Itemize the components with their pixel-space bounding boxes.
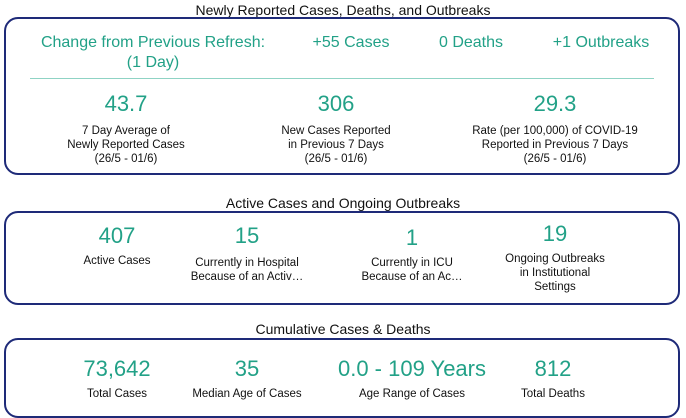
metric-label: Total Deaths [521,388,585,400]
metric-label-line1: 7 Day Average of [81,125,170,137]
metric-value: 407 [98,223,136,248]
metric-label-line3: (26/5 - 01/6) [304,153,368,165]
metric-value: 29.3 [533,91,577,116]
metric-label-line1: Currently in ICU [371,257,453,269]
metric-label-line3: Settings [534,281,576,293]
section-title-active: Active Cases and Ongoing Outbreaks [225,195,461,211]
metric-new-cases-7days: 306 New Cases Reported in Previous 7 Day… [246,91,426,166]
metric-rate-per-100k: 29.3 Rate (per 100,000) of COVID-19 Repo… [450,91,660,166]
metric-value: 0.0 - 109 Years [337,356,486,381]
metric-label-line2: Reported in Previous 7 Days [481,139,629,151]
metric-active-cases: 407 Active Cases [62,223,172,268]
metric-label-line1: Ongoing Outbreaks [505,253,605,265]
section-title-new-reported: Newly Reported Cases, Deaths, and Outbre… [195,2,491,18]
panel-cumulative: 73,642 Total Cases 35 Median Age of Case… [4,338,680,418]
metric-label-line1: New Cases Reported [281,125,391,137]
metric-label-line2: Newly Reported Cases [67,139,185,151]
metric-total-cases: 73,642 Total Cases [52,356,182,401]
change-cases: +55 Cases [312,34,390,51]
metric-label-line1: Active Cases [83,255,151,267]
metric-value: 812 [534,356,572,381]
metric-ongoing-outbreaks: 19 Ongoing Outbreaks in Institutional Se… [490,221,620,294]
metric-label-line3: (26/5 - 01/6) [94,153,158,165]
change-label: Change from Previous Refresh: (1 Day) [28,33,278,73]
metric-value: 15 [234,223,260,248]
metric-value: 43.7 [104,91,148,116]
change-label-line1: Change from Previous Refresh: [40,34,266,51]
metric-7day-average: 43.7 7 Day Average of Newly Reported Cas… [36,91,216,166]
panel-new-reported: Change from Previous Refresh: (1 Day) +5… [4,17,680,175]
change-outbreaks: +1 Outbreaks [552,34,650,51]
metric-label: Median Age of Cases [192,388,302,400]
metric-label-line2: Because of an Activ… [190,271,304,283]
metric-in-hospital: 15 Currently in Hospital Because of an A… [182,223,312,284]
metric-label-line2: in Previous 7 Days [288,139,384,151]
section1-divider [30,78,654,79]
panel-active: 407 Active Cases 15 Currently in Hospita… [4,211,680,305]
metric-age-range: 0.0 - 109 Years Age Range of Cases [330,356,494,401]
section-title-cumulative: Cumulative Cases & Deaths [255,321,431,337]
metric-label-line3: (26/5 - 01/6) [523,153,587,165]
metric-label: Total Cases [86,388,148,400]
change-label-line2: (1 Day) [126,54,180,71]
metric-label-line2: Because of an Ac… [361,271,463,283]
metric-value: 35 [234,356,260,381]
metric-value: 19 [542,221,568,246]
metric-label: Age Range of Cases [358,388,466,400]
metric-total-deaths: 812 Total Deaths [498,356,608,401]
metric-label-line2: in Institutional [519,267,591,279]
metric-label-line1: Currently in Hospital [195,257,299,269]
metric-median-age: 35 Median Age of Cases [182,356,312,401]
change-deaths: 0 Deaths [438,34,504,51]
metric-label-line1: Rate (per 100,000) of COVID-19 [472,125,638,137]
metric-value: 306 [317,91,355,116]
metric-in-icu: 1 Currently in ICU Because of an Ac… [352,225,472,284]
metric-value: 73,642 [83,356,151,381]
metric-value: 1 [405,225,419,250]
